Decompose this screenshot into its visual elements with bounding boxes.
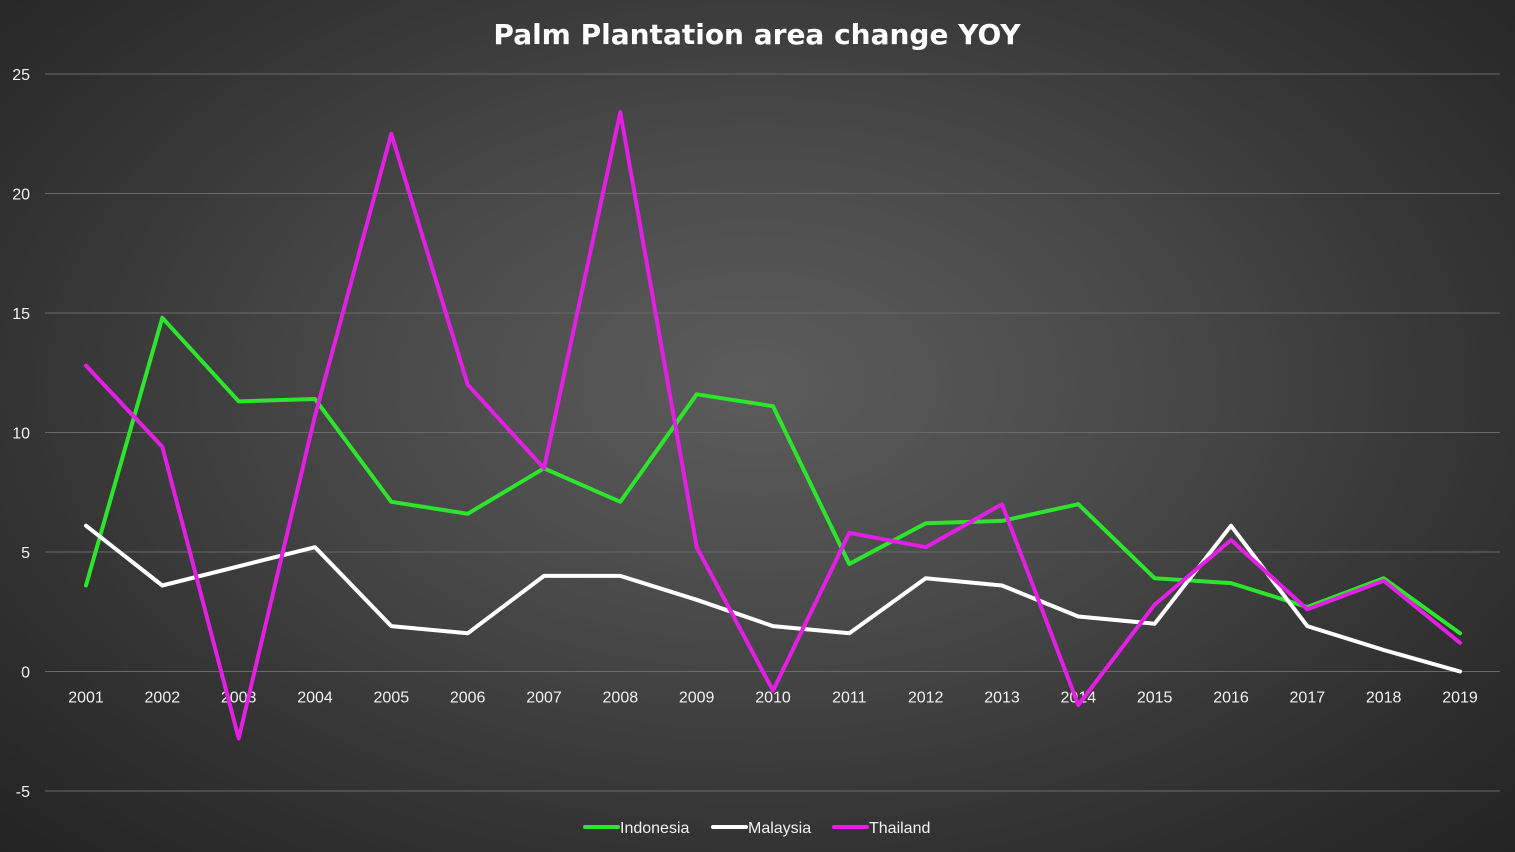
y-tick-label: 25: [12, 67, 30, 84]
chart-title: Palm Plantation area change YOY: [493, 18, 1021, 51]
x-tick-label: 2007: [526, 690, 562, 707]
x-tick-label: 2015: [1137, 690, 1173, 707]
x-tick-label: 2016: [1213, 690, 1249, 707]
series-lines: [84, 110, 1462, 741]
y-tick-label: 5: [21, 545, 30, 562]
y-tick-label: -5: [16, 784, 30, 801]
x-tick-label: 2004: [297, 690, 333, 707]
x-tick-label: 2005: [374, 690, 410, 707]
y-tick-label: 20: [12, 187, 30, 204]
legend-label-indonesia: Indonesia: [620, 820, 689, 837]
x-tick-label: 2008: [603, 690, 639, 707]
gridlines: [45, 73, 1500, 792]
legend: Indonesia Malaysia Thailand: [583, 820, 930, 837]
y-tick-label: 10: [12, 426, 30, 443]
y-tick-label: 15: [12, 306, 30, 323]
x-tick-label: 2006: [450, 690, 486, 707]
series-line-malaysia: [84, 523, 1462, 674]
x-tick-label: 2009: [679, 690, 715, 707]
x-tick-label: 2001: [68, 690, 104, 707]
x-tick-label: 2018: [1366, 690, 1402, 707]
x-tick-label: 2019: [1442, 690, 1478, 707]
x-tick-label: 2013: [984, 690, 1020, 707]
y-tick-label: 0: [21, 665, 30, 682]
x-tick-label: 2017: [1290, 690, 1326, 707]
x-tick-label: 2002: [145, 690, 181, 707]
x-tick-label: 2011: [832, 690, 867, 707]
x-tick-label: 2010: [755, 690, 791, 707]
series-line-thailand: [84, 110, 1462, 741]
x-tick-label: 2012: [908, 690, 944, 707]
legend-label-thailand: Thailand: [869, 820, 930, 837]
y-axis-ticks: 25 20 15 10 5 0 -5: [12, 67, 30, 801]
legend-label-malaysia: Malaysia: [748, 820, 811, 837]
series-line-indonesia: [84, 315, 1462, 636]
